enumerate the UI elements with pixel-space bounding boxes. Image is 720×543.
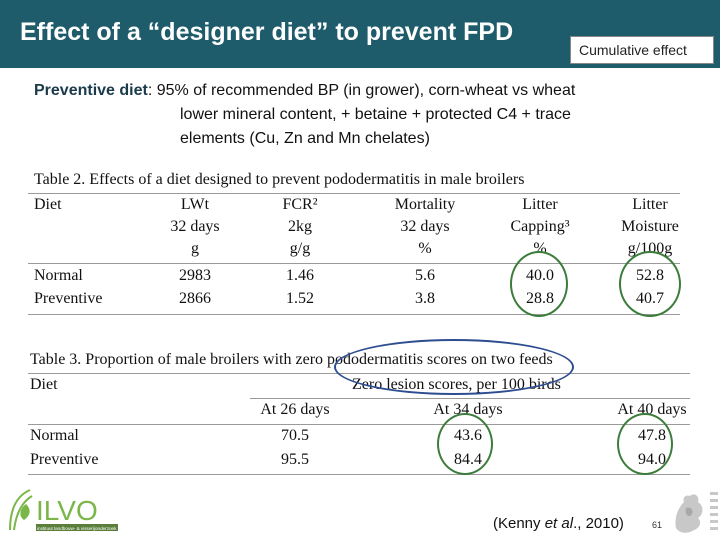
table-2-header-mortality-unit: %	[418, 240, 432, 257]
zero-scores-highlight-oval	[334, 339, 574, 395]
table-2-header-moisture: Litter	[632, 196, 668, 213]
citation: (Kenny et al., 2010)	[493, 515, 624, 532]
table-3-rule-bottom	[28, 474, 690, 475]
citation-prefix: (Kenny	[493, 515, 545, 532]
table-2-header-diet: Diet	[34, 196, 62, 213]
table-2-rule-header	[28, 263, 680, 264]
title-bar: Effect of a “designer diet” to prevent F…	[0, 0, 720, 68]
description-text-1: : 95% of recommended BP (in grower), cor…	[147, 82, 576, 99]
table-2-cell-diet: Normal	[34, 267, 83, 284]
preventive-diet-description: Preventive diet: 95% of recommended BP (…	[34, 79, 694, 151]
page-number: 61	[652, 520, 663, 530]
litter-capping-highlight-oval	[510, 251, 568, 317]
table-2-header-lwt: LWt	[180, 196, 210, 213]
table-2-rule-bottom	[28, 314, 680, 315]
ilvo-logo-tagline: instituut landbouw- & visserijonderzoek	[37, 526, 117, 531]
table-2-header-mortality-2: 32 days	[400, 218, 450, 235]
description-line-1: Preventive diet: 95% of recommended BP (…	[34, 79, 694, 103]
table-2-header-fcr-2: 2kg	[288, 218, 312, 235]
table-3-subheader-34: At 34 days	[433, 401, 503, 418]
table-2-cell-mortality: 5.6	[415, 267, 435, 284]
flemish-lion-crest-icon	[668, 488, 718, 538]
description-label: Preventive diet	[34, 82, 148, 99]
table-3-cell-diet: Normal	[30, 427, 79, 444]
table-3-header-diet: Diet	[30, 376, 58, 393]
table-2-rule-top	[28, 193, 680, 194]
table-3-cell-26: 70.5	[281, 427, 309, 444]
table-2-cell-fcr: 1.52	[286, 290, 314, 307]
table-2-cell-lwt: 2866	[179, 290, 211, 307]
table-3-rule-header	[28, 424, 690, 425]
ilvo-logo-text: ILVO	[36, 495, 98, 526]
ilvo-logo-graphic: ILVO instituut landbouw- & visserijonder…	[9, 489, 118, 531]
day-34-highlight-oval	[437, 413, 493, 475]
table-3-cell-diet: Preventive	[30, 451, 99, 468]
ilvo-logo: ILVO instituut landbouw- & visserijonder…	[6, 486, 121, 534]
table-2-cell-fcr: 1.46	[286, 267, 314, 284]
slide-title: Effect of a “designer diet” to prevent F…	[20, 18, 514, 46]
table-2-caption: Table 2. Effects of a diet designed to p…	[34, 171, 525, 188]
description-line-2: lower mineral content, + betaine + prote…	[180, 106, 571, 123]
cumulative-effect-box: Cumulative effect	[570, 36, 714, 64]
table-2-header-lwt-2: 32 days	[170, 218, 220, 235]
table-2-cell-mortality: 3.8	[415, 290, 435, 307]
table-3-subheader-40: At 40 days	[617, 401, 687, 418]
litter-moisture-highlight-oval	[619, 251, 681, 317]
day-40-highlight-oval	[617, 413, 673, 475]
cumulative-effect-label: Cumulative effect	[579, 42, 687, 58]
table-2-header-capping-2: Capping³	[510, 218, 570, 235]
table-2-header-fcr-unit: g/g	[289, 240, 311, 257]
table-2-header-capping: Litter	[522, 196, 558, 213]
table-2-header-mortality: Mortality	[394, 196, 456, 213]
table-2-header-moisture-2: Moisture	[621, 218, 679, 235]
citation-etal: et al	[544, 515, 574, 532]
table-2-header-fcr: FCR²	[282, 196, 318, 213]
table-2-header-lwt-unit: g	[191, 240, 199, 257]
table-3-rule-group	[250, 398, 690, 399]
description-line-3: elements (Cu, Zn and Mn chelates)	[180, 130, 430, 147]
table-2-cell-lwt: 2983	[179, 267, 211, 284]
table-3-subheader-26: At 26 days	[260, 401, 330, 418]
citation-suffix: ., 2010)	[573, 515, 624, 532]
table-3-cell-26: 95.5	[281, 451, 309, 468]
table-2-cell-diet: Preventive	[34, 290, 103, 307]
